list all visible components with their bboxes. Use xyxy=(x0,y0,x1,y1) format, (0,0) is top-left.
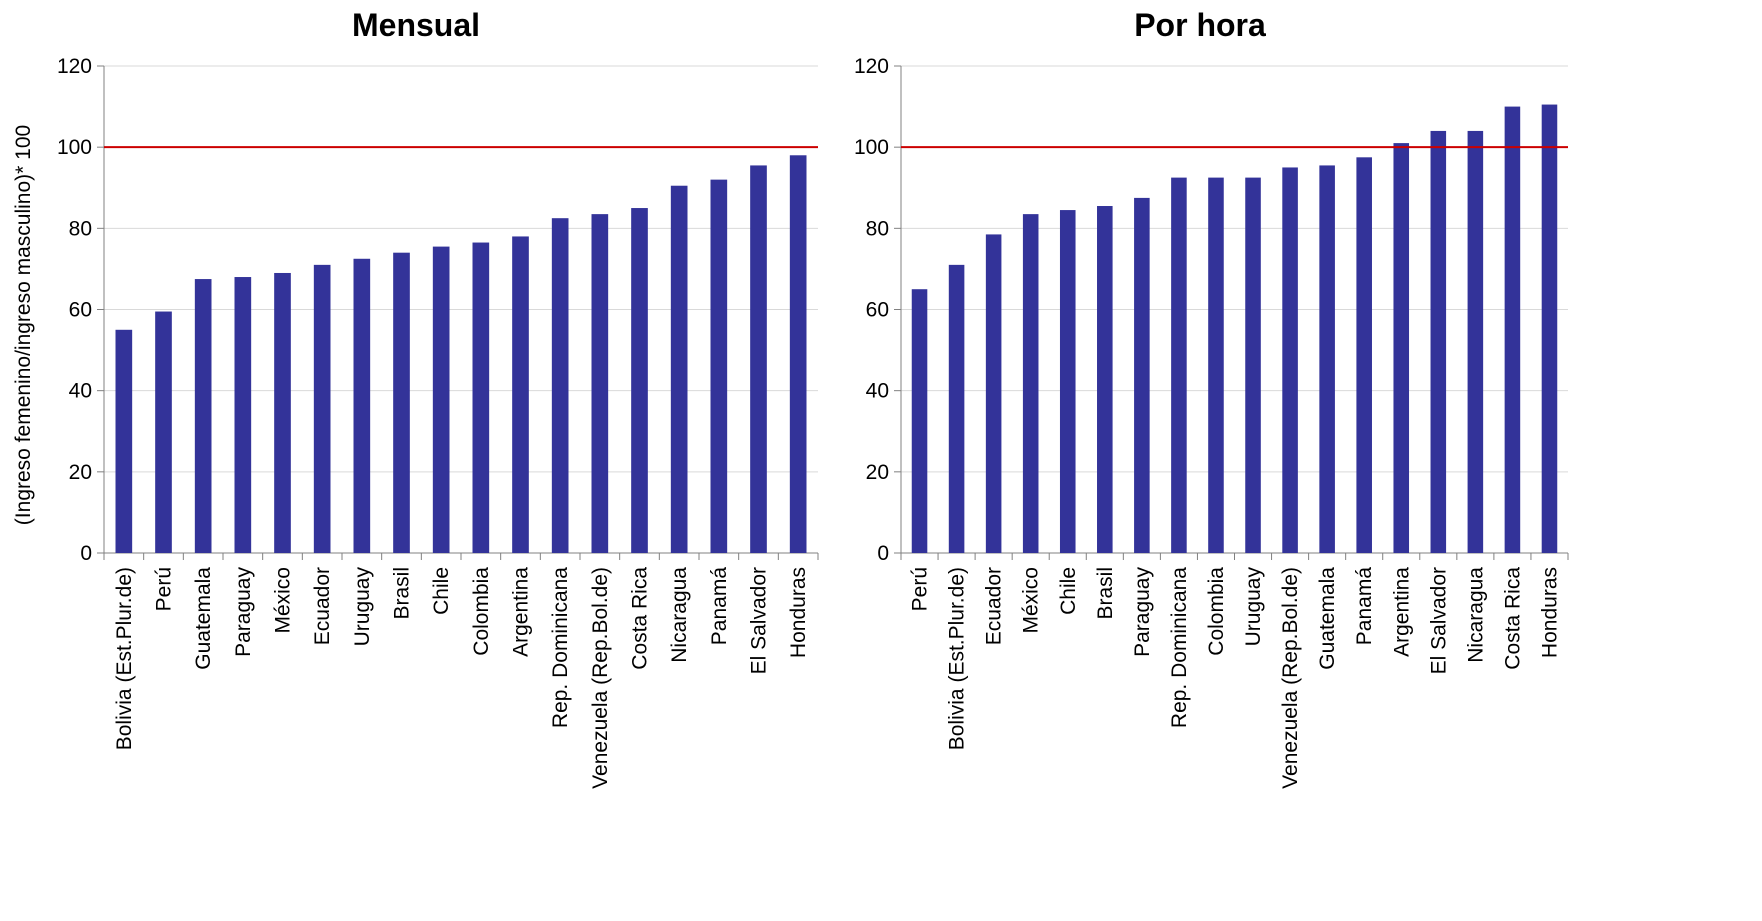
bar xyxy=(115,329,133,553)
x-tick-label: Rep. Dominicana xyxy=(1168,567,1191,728)
bar xyxy=(1393,143,1410,553)
bar xyxy=(1059,210,1076,553)
x-tick-label: El Salvador xyxy=(748,567,771,674)
x-tick-label: Honduras xyxy=(787,567,810,658)
bar xyxy=(313,264,331,553)
x-tick-label: Costa Rica xyxy=(1501,567,1524,670)
bar xyxy=(353,258,371,553)
bar xyxy=(591,214,609,554)
bar xyxy=(1356,157,1372,553)
y-tick-label: 60 xyxy=(69,299,92,322)
x-tick-label: Chile xyxy=(1057,567,1080,615)
bar xyxy=(1541,104,1558,553)
bar xyxy=(1282,167,1298,554)
bar xyxy=(1319,165,1335,553)
x-tick-label: Ecuador xyxy=(983,567,1006,645)
bar xyxy=(710,179,728,553)
x-tick-label: Panamá xyxy=(1353,567,1376,646)
bar xyxy=(393,252,410,553)
x-tick-label: Brasil xyxy=(1094,567,1117,620)
y-tick-label: 80 xyxy=(69,217,92,240)
y-tick-label: 0 xyxy=(80,542,92,565)
bar xyxy=(750,165,767,553)
x-tick-label: Colombia xyxy=(470,567,493,656)
bar xyxy=(194,279,212,553)
x-tick-label: Perú xyxy=(153,567,176,611)
bar xyxy=(155,311,172,553)
y-tick-label: 40 xyxy=(866,380,889,403)
bar xyxy=(670,185,688,554)
x-tick-label: Guatemala xyxy=(192,567,215,670)
y-tick-label: 80 xyxy=(866,217,889,240)
bar xyxy=(1245,177,1261,553)
x-tick-label: Ecuador xyxy=(311,567,334,645)
y-tick-label: 20 xyxy=(69,461,92,484)
y-tick-label: 100 xyxy=(57,136,92,159)
bar xyxy=(911,289,928,553)
x-tick-label: Colombia xyxy=(1205,567,1228,656)
bar xyxy=(1208,177,1224,553)
x-tick-label: Venezuela (Rep.Bol.de) xyxy=(589,567,612,789)
y-tick-label: 120 xyxy=(854,55,889,78)
y-tick-label: 20 xyxy=(866,461,889,484)
x-tick-label: Venezuela (Rep.Bol.de) xyxy=(1279,567,1302,789)
y-axis-label: (Ingreso femenino/ingreso masculino)* 10… xyxy=(12,125,35,525)
bar xyxy=(1171,177,1187,553)
x-tick-label: Bolivia (Est.Plur.de) xyxy=(946,567,969,750)
y-tick-label: 120 xyxy=(57,55,92,78)
x-tick-label: Chile xyxy=(430,567,453,615)
x-tick-label: El Salvador xyxy=(1427,567,1450,674)
bar xyxy=(512,236,529,553)
chart-mensual: Mensual (Ingreso femenino/ingreso mascul… xyxy=(12,7,819,789)
x-tick-label: Paraguay xyxy=(232,567,255,657)
y-tick-label: 100 xyxy=(854,136,889,159)
bar xyxy=(789,155,807,554)
x-tick-label: Paraguay xyxy=(1131,567,1154,657)
bar xyxy=(1467,130,1484,553)
x-tick-label: Honduras xyxy=(1538,567,1561,658)
chart-title: Mensual xyxy=(352,7,480,43)
x-tick-label: Costa Rica xyxy=(629,567,652,670)
bar xyxy=(234,277,252,553)
x-tick-label: Nicaragua xyxy=(668,567,691,663)
x-tick-label: Argentina xyxy=(510,567,533,657)
bar xyxy=(432,246,450,554)
x-tick-label: Uruguay xyxy=(351,567,374,647)
x-tick-label: Guatemala xyxy=(1316,567,1339,670)
x-tick-label: México xyxy=(272,567,295,634)
x-tick-label: Bolivia (Est.Plur.de) xyxy=(113,567,136,750)
bar xyxy=(985,234,1002,553)
x-tick-label: Brasil xyxy=(391,567,414,620)
bar xyxy=(1134,197,1150,554)
chart-title: Por hora xyxy=(1134,7,1266,43)
y-tick-label: 60 xyxy=(866,299,889,322)
x-tick-label: Nicaragua xyxy=(1464,567,1487,663)
x-tick-label: Rep. Dominicana xyxy=(549,567,572,728)
x-tick-label: Panamá xyxy=(708,567,731,646)
x-tick-label: México xyxy=(1020,567,1043,634)
x-tick-label: Argentina xyxy=(1390,567,1413,657)
bar xyxy=(1430,130,1447,553)
bar xyxy=(631,208,648,553)
bar xyxy=(948,264,965,553)
bar xyxy=(1504,106,1521,553)
bar xyxy=(1022,214,1039,554)
y-tick-label: 40 xyxy=(69,380,92,403)
chart-por-hora: Por hora 0 20 40 60 80 100 120 Perú Bolivia (Est… xyxy=(854,7,1569,789)
bar xyxy=(1097,206,1113,553)
bar xyxy=(274,272,291,553)
y-tick-label: 0 xyxy=(877,542,889,565)
bar xyxy=(472,242,490,553)
x-tick-label: Uruguay xyxy=(1242,567,1265,647)
bar xyxy=(551,218,569,553)
x-tick-label: Perú xyxy=(909,567,932,611)
